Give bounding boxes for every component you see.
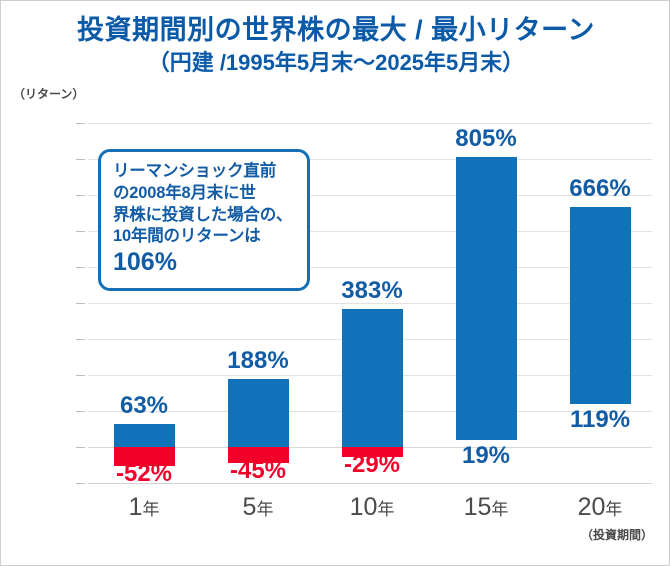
- gridline: [88, 267, 652, 268]
- x-axis-category-label: 15年: [463, 493, 509, 521]
- annotation-line-4: 10年間のリターンは: [113, 227, 261, 246]
- bar-min-label: -52%: [115, 459, 173, 487]
- gridline: [88, 195, 652, 196]
- x-axis-category-label: 1年: [128, 493, 160, 521]
- bar-max-label: 63%: [119, 392, 169, 420]
- chart-title-block: 投資期間別の世界株の最大 / 最小リターン （円建 /1995年5月末～2025…: [1, 15, 669, 77]
- bar-min-label: -29%: [343, 451, 401, 479]
- gridline: [88, 483, 652, 484]
- bar-negative: [227, 447, 289, 464]
- bar-positive: [455, 157, 517, 441]
- gridline: [88, 231, 652, 232]
- y-axis-tick-mark: [76, 267, 85, 268]
- bar-min-label: -45%: [229, 457, 287, 485]
- y-axis-tick-mark: [76, 375, 85, 376]
- annotation-line-2: の2008年8月末に世: [113, 183, 256, 202]
- chart-title: 投資期間別の世界株の最大 / 最小リターン: [77, 15, 595, 45]
- bar-min-label: 119%: [569, 406, 631, 434]
- chart-subtitle: （円建 /1995年5月末～2025年5月末）: [147, 50, 525, 76]
- bar-negative: [341, 447, 403, 458]
- bar-negative: [113, 447, 175, 466]
- bar-positive: [227, 379, 289, 447]
- annotation-line-3: 界株に投資した場合の、: [113, 205, 293, 224]
- annotation-callout: リーマンショック直前 の2008年8月末に世 界株に投資した場合の、 10年間の…: [98, 149, 310, 291]
- bar-positive: [113, 424, 175, 447]
- gridline: [88, 123, 652, 124]
- y-axis-tick-mark: [76, 195, 85, 196]
- y-axis-caption: （リターン）: [13, 87, 85, 101]
- annotation-line-1: リーマンショック直前: [113, 162, 277, 180]
- bar-positive: [569, 207, 631, 405]
- x-axis-category-label: 5年: [242, 493, 274, 521]
- y-axis-tick-mark: [76, 411, 85, 412]
- plot-area: 900%800%700%600%500%400%300%200%100%0%-1…: [76, 123, 652, 487]
- bar-max-label: 805%: [455, 125, 517, 153]
- y-axis-tick-mark: [76, 483, 85, 484]
- y-axis-tick-mark: [76, 159, 85, 160]
- y-axis-tick-mark: [76, 339, 85, 340]
- bar-min-label: 19%: [461, 442, 511, 470]
- annotation-value: 106%: [113, 248, 177, 277]
- x-axis-caption: （投資期間）: [580, 528, 653, 542]
- x-axis-category-label: 20年: [577, 493, 623, 521]
- gridline: [88, 303, 652, 304]
- bar-max-label: 383%: [341, 277, 403, 305]
- y-axis-tick-mark: [76, 231, 85, 232]
- bar-positive: [341, 309, 403, 447]
- bar-max-label: 188%: [227, 347, 289, 375]
- gridline: [88, 159, 652, 160]
- y-axis-tick-mark: [76, 123, 85, 124]
- x-axis-category-label: 10年: [349, 493, 395, 521]
- bar-max-label: 666%: [569, 175, 631, 203]
- y-axis-tick-mark: [76, 303, 85, 304]
- y-axis-tick-mark: [76, 447, 85, 448]
